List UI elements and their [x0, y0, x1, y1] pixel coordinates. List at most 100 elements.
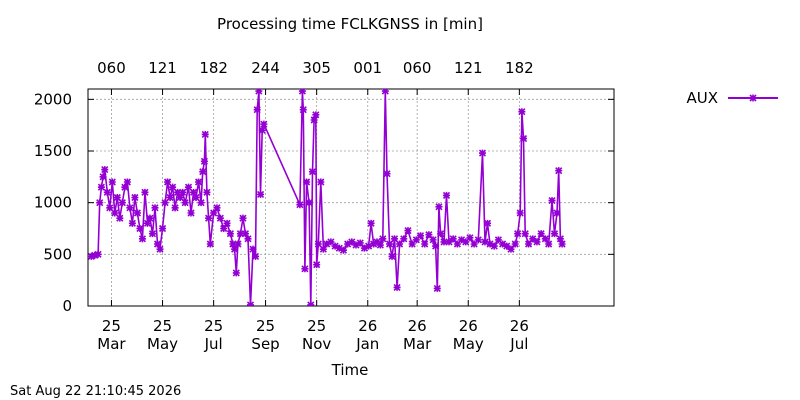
data-point-aux — [305, 199, 313, 207]
data-point-aux — [146, 214, 154, 222]
chart-title: Processing time FCLKGNSS in [min] — [217, 15, 483, 33]
data-point-aux — [435, 203, 443, 211]
data-point-aux — [203, 188, 211, 196]
data-point-aux — [236, 230, 245, 238]
data-point-aux — [365, 242, 373, 250]
data-point-aux — [445, 238, 453, 246]
data-point-aux — [453, 240, 461, 248]
data-point-aux — [206, 240, 214, 248]
data-point-aux — [525, 240, 533, 248]
data-point-aux — [296, 201, 304, 209]
data-point-aux — [486, 240, 494, 248]
data-point-aux — [192, 193, 200, 202]
x2-tick-label: 182 — [505, 59, 534, 77]
data-point-aux — [96, 199, 104, 207]
data-point-aux — [396, 240, 404, 248]
data-point-aux — [151, 204, 159, 212]
data-point-aux — [126, 204, 134, 212]
data-point-aux — [335, 244, 343, 252]
data-point-aux — [308, 168, 317, 176]
plot-frame — [87, 88, 615, 307]
data-point-aux — [298, 89, 306, 95]
data-point-aux — [205, 214, 213, 222]
data-point-aux — [106, 204, 114, 212]
data-point-aux — [251, 252, 260, 260]
data-point-aux — [176, 193, 184, 202]
y-tick-label: 1500 — [34, 142, 72, 160]
data-point-aux — [516, 209, 524, 217]
data-point-aux — [255, 89, 263, 95]
data-point-aux — [246, 301, 255, 306]
x-tick-label: 25 Jul — [204, 317, 224, 353]
data-point-aux — [385, 240, 394, 248]
x-tick-label: 25 Sep — [251, 317, 279, 353]
x2-tick-label: 001 — [353, 59, 382, 77]
data-point-aux — [367, 219, 375, 227]
data-point-aux — [253, 106, 261, 114]
data-point-aux — [232, 269, 240, 277]
data-point-aux — [187, 209, 195, 217]
data-point-aux — [317, 178, 325, 186]
data-point-aux — [507, 245, 515, 253]
data-point-aux — [457, 236, 466, 244]
data-point-aux — [181, 199, 189, 207]
data-point-aux — [234, 240, 242, 248]
data-point-aux — [558, 240, 566, 248]
data-point-aux — [216, 214, 224, 222]
data-point-aux — [194, 178, 203, 186]
data-point-aux — [393, 283, 401, 291]
data-point-aux — [179, 188, 187, 196]
data-point-aux — [327, 238, 335, 246]
data-point-aux — [249, 245, 257, 253]
data-point-aux — [499, 240, 507, 248]
data-point-aux — [481, 238, 489, 246]
data-point-aux — [514, 230, 522, 238]
data-point-aux — [231, 245, 239, 253]
x-tick-label: 26 Jan — [355, 317, 379, 353]
data-point-aux — [94, 250, 102, 258]
x-tick-label: 26 May — [453, 317, 484, 353]
data-point-aux — [97, 183, 105, 191]
data-point-aux — [111, 209, 119, 217]
data-point-aux — [521, 230, 529, 238]
x2-tick-label: 305 — [302, 59, 331, 77]
data-point-aux — [408, 240, 416, 248]
data-point-aux — [143, 219, 152, 227]
legend-marker-glyph — [749, 94, 757, 102]
series-line-aux — [91, 90, 563, 306]
data-point-aux — [313, 261, 321, 269]
y-tick-label: 2000 — [34, 90, 72, 108]
data-point-aux — [373, 238, 381, 246]
data-point-aux — [256, 190, 265, 198]
x-tick-label: 26 Mar — [403, 317, 432, 353]
data-point-aux — [379, 235, 387, 243]
legend-marker-aux — [749, 94, 757, 102]
x2-tick-label: 182 — [199, 59, 228, 77]
data-point-aux — [239, 214, 247, 222]
x2-tick-label: 244 — [251, 59, 280, 77]
data-point-aux — [339, 246, 348, 254]
data-point-aux — [99, 173, 107, 181]
data-point-aux — [189, 188, 198, 196]
data-point-aux — [244, 235, 252, 243]
data-point-aux — [303, 178, 311, 186]
data-point-aux — [164, 178, 172, 186]
data-point-aux — [131, 193, 139, 202]
data-point-aux — [158, 224, 167, 233]
data-point-aux — [174, 188, 182, 196]
data-point-aux — [344, 240, 352, 248]
data-point-aux — [462, 238, 470, 246]
data-point-aux — [141, 188, 149, 196]
legend-label-aux: AUX — [686, 89, 718, 107]
data-point-aux — [437, 230, 445, 238]
data-point-aux — [518, 108, 526, 116]
data-point-aux — [429, 236, 437, 244]
data-point-aux — [241, 230, 250, 238]
data-point-aux — [88, 252, 95, 260]
data-point-aux — [136, 224, 144, 233]
data-point-aux — [156, 245, 164, 253]
data-point-aux — [171, 204, 179, 212]
data-point-aux — [483, 219, 492, 227]
data-point-aux — [220, 224, 228, 233]
